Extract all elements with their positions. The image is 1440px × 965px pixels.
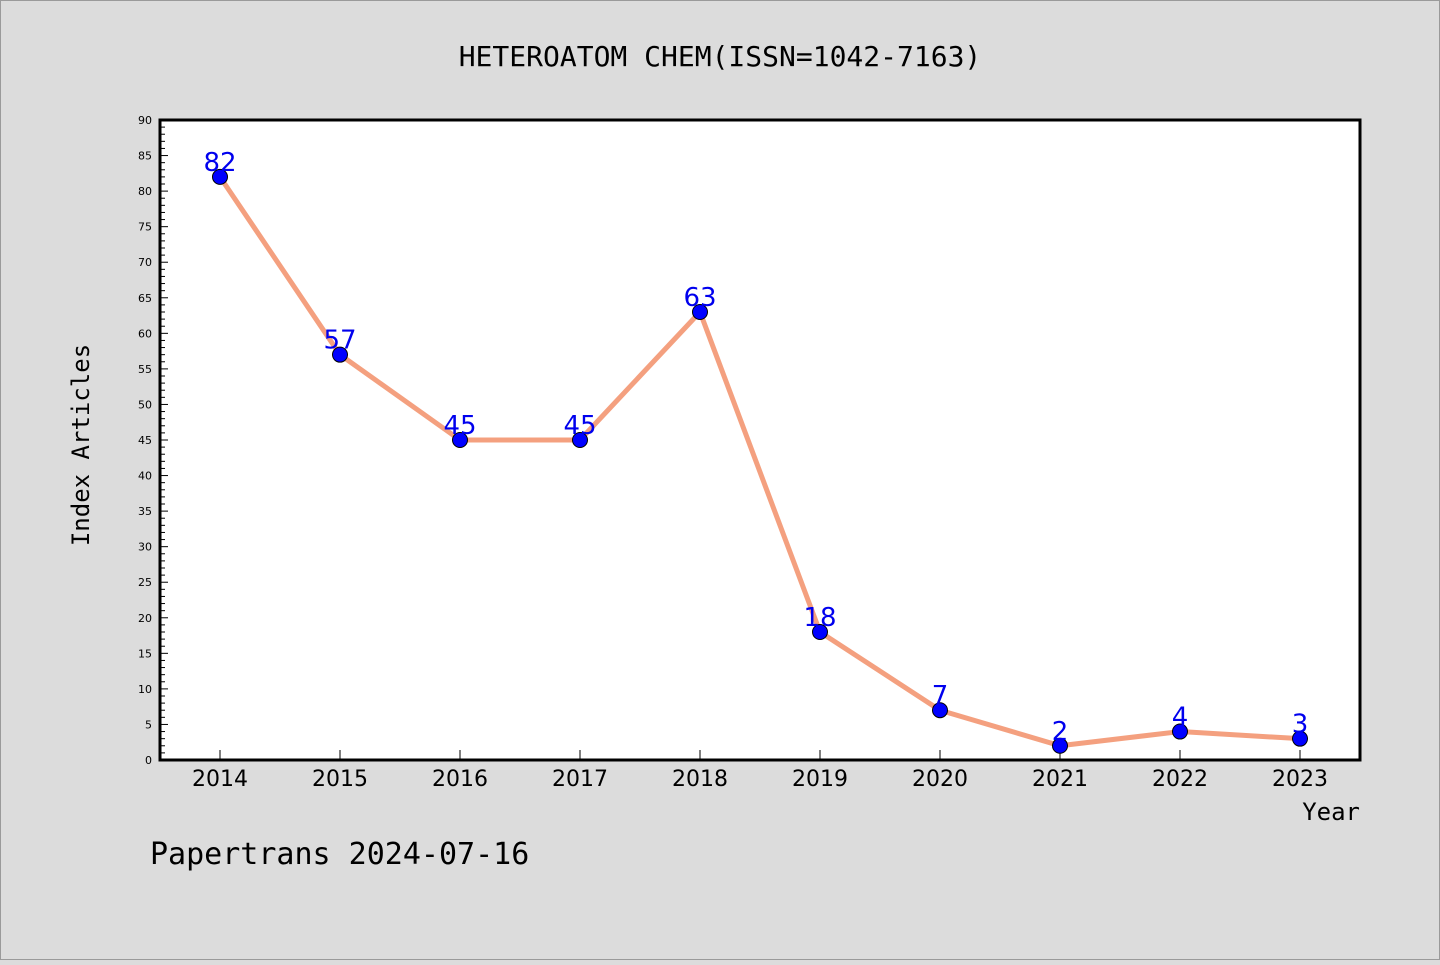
y-tick-label: 50 [138,398,152,411]
y-tick-label: 80 [138,185,152,198]
data-label: 7 [932,681,949,711]
data-label: 18 [803,603,836,633]
y-axis-label: Index Articles [67,344,95,546]
data-point [1292,730,1308,747]
x-tick-label: 2020 [912,767,968,792]
data-label: 45 [563,411,596,441]
data-point [812,624,828,640]
x-tick-label: 2015 [312,767,368,792]
y-tick-label: 85 [138,150,152,163]
data-labels: 82 57 45 45 63 18 7 2 4 3 [203,148,1308,747]
y-tick-label: 30 [138,541,152,554]
plot-area [158,118,1362,762]
footer-text: Papertrans 2024-07-16 [150,837,529,872]
x-tick-label: 2018 [672,767,728,792]
data-label: 45 [443,411,476,441]
data-point [212,168,228,185]
y-tick-label: 0 [145,754,152,767]
data-series [212,168,1308,754]
y-tick-label: 10 [138,683,152,696]
y-tick-label: 60 [138,327,152,340]
y-tick-label: 35 [138,505,152,518]
y-tick-label: 20 [138,612,152,625]
data-label: 3 [1292,710,1309,740]
data-point [1052,737,1068,754]
x-tick-label: 2019 [792,767,848,792]
x-axis-label: Year [1302,798,1360,826]
x-tick-label: 2022 [1152,767,1208,792]
y-tick-label: 5 [145,718,152,731]
y-tick-label: 15 [138,647,152,660]
x-tick-label: 2021 [1032,767,1088,792]
data-point [332,346,348,363]
x-tick-label: 2023 [1272,767,1328,792]
y-tick-label: 40 [138,470,152,483]
y-tick-label: 75 [138,221,152,234]
y-axis-ticks: 0 5 10 15 20 25 30 35 40 45 50 55 60 65 70 75 80 85 90 [138,114,168,767]
y-tick-label: 70 [138,256,152,269]
data-point [692,304,708,320]
data-point [452,432,468,448]
y-tick-label: 45 [138,434,152,447]
data-label: 57 [323,326,356,356]
x-tick-label: 2016 [432,767,488,792]
data-label: 4 [1172,703,1189,733]
data-point [1172,723,1188,740]
y-tick-label: 25 [138,576,152,589]
data-label: 63 [683,283,716,313]
x-axis-ticks: 2014 2015 2016 2017 2018 2019 2020 2021 2022 2023 [192,750,1328,792]
x-tick-label: 2014 [192,767,248,792]
chart-title: HETEROATOM CHEM(ISSN=1042-7163) [459,40,982,73]
data-point [572,432,588,448]
y-tick-label: 55 [138,363,152,376]
x-tick-label: 2017 [552,767,608,792]
data-point [932,702,948,719]
y-tick-label: 65 [138,292,152,305]
y-tick-label: 90 [138,114,152,127]
data-label: 82 [203,148,236,178]
data-label: 2 [1052,717,1069,747]
series-line [217,175,1301,749]
